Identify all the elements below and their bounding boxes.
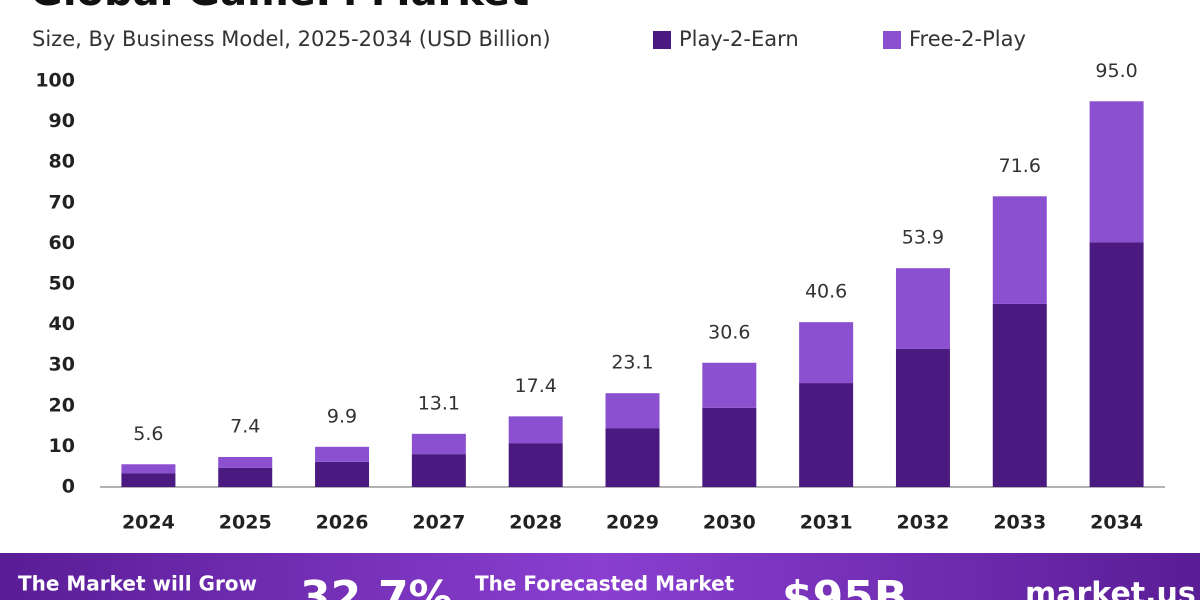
x-tick-label: 2030 [703, 512, 756, 534]
bar-segment [799, 383, 854, 487]
bar-segment [702, 362, 757, 408]
y-tick-label: 90 [49, 110, 75, 132]
bar-segment [605, 428, 660, 487]
y-tick-label: 0 [62, 476, 75, 498]
x-tick-label: 2033 [993, 512, 1046, 534]
x-tick-label: 2024 [122, 512, 175, 534]
y-tick-label: 80 [49, 151, 75, 173]
bar-segment [315, 461, 370, 487]
total-label: 13.1 [418, 392, 460, 414]
x-tick-label: 2027 [412, 512, 465, 534]
y-tick-label: 100 [35, 70, 75, 92]
bar-segment [799, 322, 854, 384]
banner-value: $95B [782, 572, 907, 600]
bar-segment [121, 473, 176, 487]
bar-segment [1089, 101, 1144, 243]
x-tick-label: 2031 [800, 512, 853, 534]
bar-segment [702, 407, 757, 487]
bar-segment [895, 348, 950, 487]
x-tick-label: 2032 [897, 512, 950, 534]
y-tick-label: 50 [49, 273, 75, 295]
legend-swatch [883, 31, 901, 49]
legend-label: Play-2-Earn [679, 27, 799, 51]
total-label: 30.6 [708, 321, 750, 343]
bar-segment [218, 467, 273, 487]
x-tick-label: 2034 [1090, 512, 1143, 534]
banner-cagr: 32.7% [300, 572, 453, 600]
legend-label: Free-2-Play [909, 27, 1026, 51]
bar-segment [992, 196, 1047, 304]
bar-segment [411, 454, 466, 487]
total-label: 17.4 [515, 375, 557, 397]
total-label: 9.9 [327, 405, 357, 427]
bar-segment [411, 433, 466, 455]
bar-segment [218, 456, 273, 468]
bar-segment [895, 268, 950, 349]
x-tick-label: 2026 [316, 512, 369, 534]
banner [0, 553, 1200, 600]
total-label: 40.6 [805, 281, 847, 303]
y-tick-label: 20 [49, 394, 75, 416]
banner-text: The Market will Grow [18, 572, 257, 596]
y-tick-label: 70 [49, 191, 75, 213]
bar-segment [1089, 242, 1144, 487]
y-tick-label: 30 [49, 354, 75, 376]
total-label: 71.6 [999, 155, 1041, 177]
bar-segment [315, 446, 370, 462]
bar-segment [605, 393, 660, 429]
total-label: 53.9 [902, 227, 944, 249]
bar-segment [121, 464, 176, 474]
y-tick-label: 40 [49, 313, 75, 335]
bar-segment [508, 443, 563, 487]
bar-segment [508, 416, 563, 444]
x-tick-label: 2029 [606, 512, 659, 534]
y-tick-label: 10 [49, 435, 75, 457]
chart-title: Global GameFi Market [30, 0, 529, 15]
banner-brand: market.us [1025, 577, 1196, 600]
x-tick-label: 2028 [509, 512, 562, 534]
x-tick-label: 2025 [219, 512, 272, 534]
total-label: 7.4 [230, 415, 260, 437]
y-tick-label: 60 [49, 232, 75, 254]
bar-segment [992, 303, 1047, 487]
legend-swatch [653, 31, 671, 49]
banner-text: The Forecasted Market [475, 572, 735, 596]
chart-subtitle: Size, By Business Model, 2025-2034 (USD … [32, 27, 551, 51]
total-label: 23.1 [611, 352, 653, 374]
total-label: 95.0 [1095, 60, 1137, 82]
total-label: 5.6 [133, 423, 163, 445]
